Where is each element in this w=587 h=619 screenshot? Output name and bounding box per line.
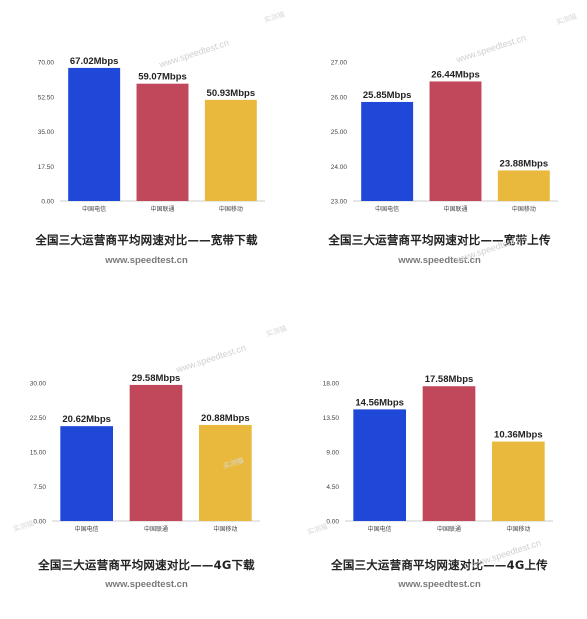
y-tick-label: 30.00 bbox=[30, 381, 47, 388]
x-tick-label: 中国电信 bbox=[82, 205, 106, 213]
y-tick-label: 4.50 bbox=[326, 484, 339, 491]
y-tick-label: 17.50 bbox=[38, 164, 55, 171]
data-label: 10.36Mbps bbox=[494, 430, 543, 441]
data-label: 25.85Mbps bbox=[363, 90, 412, 101]
chart-panel-broadband-download: 0.00 17.50 35.00 52.50 70.00 67.02Mbps 中国电信 59.… bbox=[0, 0, 293, 309]
bar bbox=[198, 424, 252, 521]
data-label: 20.88Mbps bbox=[201, 413, 250, 424]
data-label: 14.56Mbps bbox=[355, 397, 404, 408]
x-tick-label: 中国电信 bbox=[375, 205, 399, 213]
y-tick-label: 7.50 bbox=[33, 484, 46, 491]
chart-source: www.speedtest.cn bbox=[105, 255, 188, 266]
data-label: 29.58Mbps bbox=[132, 373, 181, 384]
bar bbox=[497, 170, 550, 201]
chart-panel-broadband-upload: 23.00 24.00 25.00 26.00 27.00 25.85Mbps 中国电信 26… bbox=[293, 0, 586, 309]
bar bbox=[136, 83, 189, 201]
chart-broadband-download: 0.00 17.50 35.00 52.50 70.00 67.02Mbps 中国电信 59.… bbox=[38, 56, 265, 213]
bar bbox=[204, 99, 257, 201]
y-tick-label: 24.00 bbox=[331, 164, 348, 171]
x-tick-label: 中国联通 bbox=[443, 205, 467, 213]
data-label: 59.07Mbps bbox=[138, 72, 187, 83]
bar bbox=[129, 384, 183, 521]
x-tick-label: 中国移动 bbox=[506, 525, 530, 533]
chart-title: 全国三大运营商平均网速对比——宽带下载 bbox=[35, 233, 258, 247]
y-tick-label: 13.50 bbox=[323, 415, 340, 422]
chart-source: www.speedtest.cn bbox=[398, 255, 481, 266]
y-tick-label: 35.00 bbox=[38, 129, 55, 136]
y-tick-label: 0.00 bbox=[41, 199, 54, 206]
y-tick-label: 25.00 bbox=[331, 129, 348, 136]
chart-panel-4g-download: 0.00 7.50 15.00 22.50 30.00 20.62Mbps 中国电信 29.5… bbox=[0, 309, 293, 618]
chart-broadband-upload: 23.00 24.00 25.00 26.00 27.00 25.85Mbps 中国电信 26… bbox=[331, 60, 558, 213]
y-tick-label: 52.50 bbox=[38, 94, 55, 101]
y-tick-label: 15.00 bbox=[30, 450, 47, 457]
chart-title: 全国三大运营商平均网速对比——宽带上传 bbox=[328, 233, 551, 247]
x-tick-label: 中国移动 bbox=[512, 205, 536, 213]
x-tick-label: 中国联通 bbox=[144, 525, 168, 533]
data-label: 23.88Mbps bbox=[500, 158, 549, 169]
y-tick-label: 22.50 bbox=[30, 415, 47, 422]
chart-title: 全国三大运营商平均网速对比——4G下载 bbox=[38, 558, 255, 572]
x-tick-label: 中国联通 bbox=[150, 205, 174, 213]
bar bbox=[60, 426, 114, 521]
bar bbox=[491, 441, 545, 521]
data-label: 50.93Mbps bbox=[207, 88, 256, 99]
y-tick-label: 0.00 bbox=[33, 519, 46, 526]
x-tick-label: 中国移动 bbox=[219, 205, 243, 213]
bar bbox=[429, 81, 482, 201]
chart-source: www.speedtest.cn bbox=[398, 579, 481, 590]
y-tick-label: 26.00 bbox=[331, 94, 348, 101]
data-label: 17.58Mbps bbox=[425, 374, 474, 385]
bar bbox=[353, 409, 407, 521]
y-tick-label: 9.00 bbox=[326, 450, 339, 457]
bar bbox=[361, 101, 414, 201]
chart-4g-download: 0.00 7.50 15.00 22.50 30.00 20.62Mbps 中国电信 29.5… bbox=[30, 373, 260, 533]
chart-panel-4g-upload: 0.00 4.50 9.00 13.50 18.00 14.56Mbps 中国电信 17.58… bbox=[293, 309, 586, 618]
y-tick-label: 0.00 bbox=[326, 519, 339, 526]
x-tick-label: 中国电信 bbox=[368, 525, 392, 533]
data-label: 67.02Mbps bbox=[70, 56, 119, 67]
bar bbox=[68, 67, 121, 202]
data-label: 26.44Mbps bbox=[431, 69, 480, 80]
x-tick-label: 中国移动 bbox=[213, 525, 237, 533]
x-tick-label: 中国联通 bbox=[437, 525, 461, 533]
chart-title: 全国三大运营商平均网速对比——4G上传 bbox=[331, 558, 548, 572]
chart-4g-upload: 0.00 4.50 9.00 13.50 18.00 14.56Mbps 中国电信 17.58… bbox=[323, 374, 553, 533]
y-tick-label: 70.00 bbox=[38, 60, 55, 67]
y-tick-label: 18.00 bbox=[323, 381, 340, 388]
y-tick-label: 27.00 bbox=[331, 60, 348, 67]
chart-source: www.speedtest.cn bbox=[105, 579, 188, 590]
bar bbox=[422, 386, 476, 521]
data-label: 20.62Mbps bbox=[62, 414, 111, 425]
y-tick-label: 23.00 bbox=[331, 199, 348, 206]
x-tick-label: 中国电信 bbox=[75, 525, 99, 533]
